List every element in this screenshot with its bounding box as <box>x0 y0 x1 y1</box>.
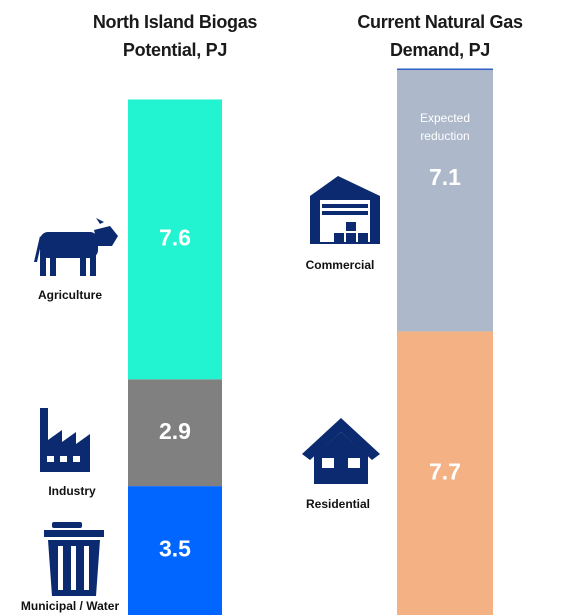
chart-title: Current Natural Gas Demand, PJ <box>357 12 523 60</box>
bar-segment <box>397 70 493 332</box>
value-label: 7.6 <box>159 224 191 250</box>
bar-segment <box>128 99 222 380</box>
bar-segment <box>128 379 222 487</box>
cow-icon <box>34 218 118 276</box>
value-label: 2.9 <box>159 418 191 444</box>
value-label: 7.7 <box>429 458 461 484</box>
category-label: Agriculture <box>38 288 102 302</box>
value-label: 3.5 <box>159 536 191 562</box>
trash-icon <box>44 522 104 596</box>
category-label: Industry <box>48 484 96 498</box>
value-label: 7.1 <box>429 164 461 190</box>
category-label: Residential <box>306 497 370 511</box>
chart-title: North Island Biogas Potential, PJ <box>92 12 258 60</box>
category-label: Commercial <box>306 258 375 272</box>
bar-segment <box>128 486 222 615</box>
annotation: Expected reduction <box>419 111 471 143</box>
category-label: Municipal / Water <box>21 599 120 613</box>
bar-segment <box>397 331 493 615</box>
house-icon <box>302 418 380 484</box>
warehouse-icon <box>310 176 380 244</box>
factory-icon <box>40 408 90 472</box>
